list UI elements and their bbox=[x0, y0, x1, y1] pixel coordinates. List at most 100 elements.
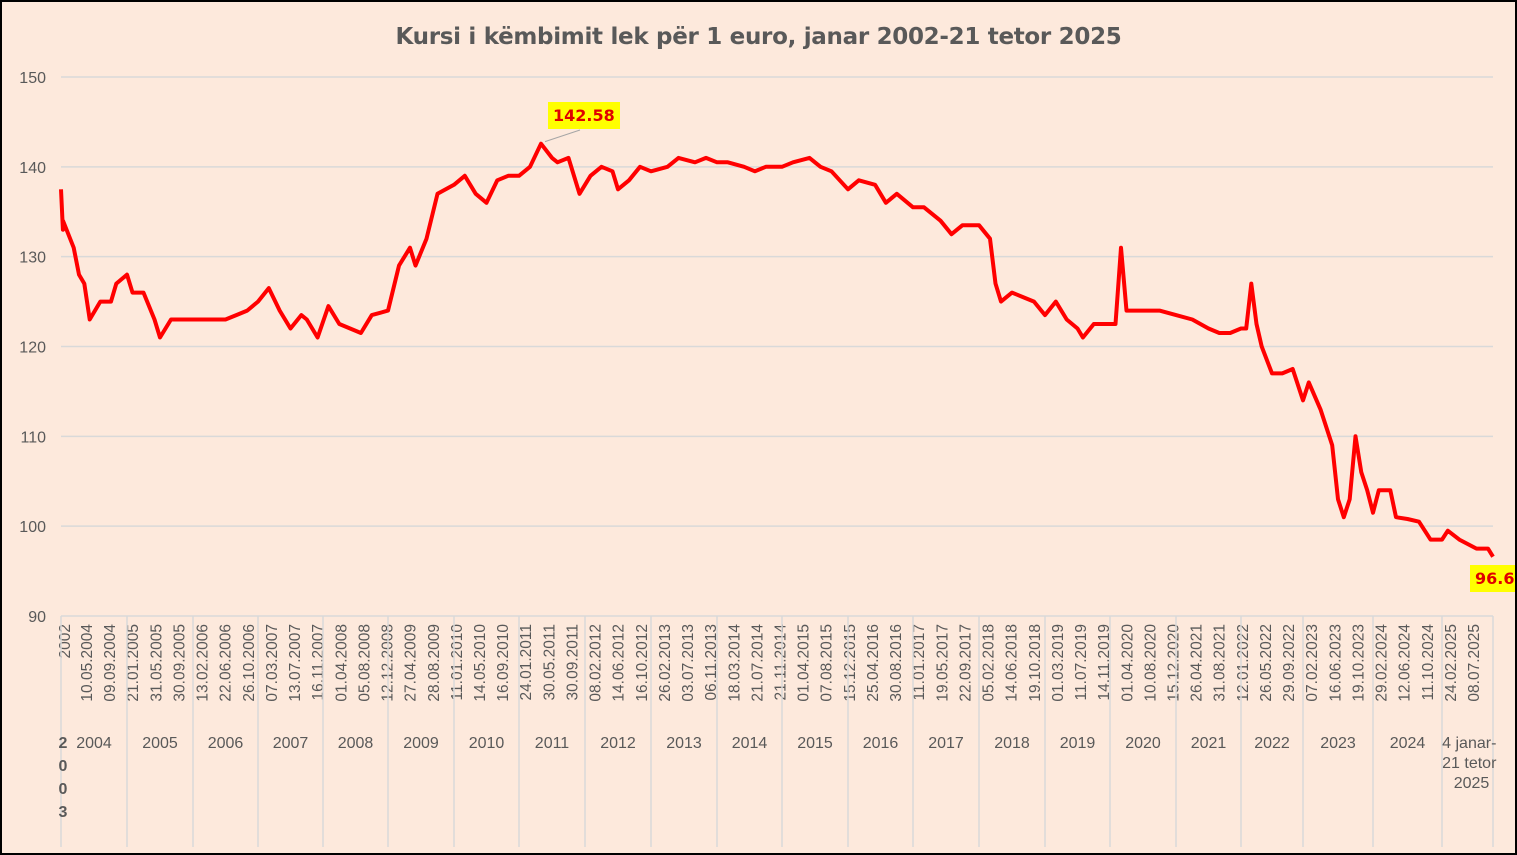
x-tick-label: 12.01.2022 bbox=[1235, 624, 1252, 702]
x-group-label: 2010 bbox=[469, 735, 505, 752]
x-group-label: 2013 bbox=[666, 735, 702, 752]
x-tick-label: 16.11.2007 bbox=[310, 624, 327, 700]
x-tick-label: 14.06.2018 bbox=[1004, 624, 1021, 702]
x-group-label: 2016 bbox=[863, 735, 899, 752]
x-tick-label: 30.09.2011 bbox=[564, 624, 581, 700]
x-tick-label: 01.04.2020 bbox=[1119, 624, 1136, 702]
x-group-label: 2 bbox=[59, 735, 68, 752]
x-tick-label: 10.05.2004 bbox=[79, 624, 96, 702]
x-group-label: 2018 bbox=[994, 735, 1030, 752]
x-tick-label: 14.11.2019 bbox=[1096, 624, 1113, 700]
x-tick-label: 10.08.2020 bbox=[1142, 624, 1159, 702]
x-tick-label: 30.08.2016 bbox=[888, 624, 905, 702]
x-group-label: 2021 bbox=[1191, 735, 1227, 752]
x-tick-label: 27.04.2009 bbox=[403, 624, 420, 702]
x-group-label: 4 janar- 21 tetor 2025 bbox=[1442, 735, 1501, 792]
x-tick-label: 26.04.2021 bbox=[1189, 624, 1206, 702]
x-tick-label: 31.05.2005 bbox=[148, 624, 165, 702]
x-tick-label: 16.09.2010 bbox=[495, 624, 512, 702]
x-tick-label: 16.10.2012 bbox=[634, 624, 651, 702]
x-group-label: 2022 bbox=[1254, 735, 1290, 752]
x-group-label: 2014 bbox=[732, 735, 768, 752]
x-tick-label: 13.07.2007 bbox=[287, 624, 304, 702]
x-tick-label: 21.01.2005 bbox=[125, 624, 142, 702]
x-tick-label: 06.11.2013 bbox=[703, 624, 720, 700]
peak-value-label: 142.58 bbox=[548, 102, 620, 129]
x-tick-label: 22.06.2006 bbox=[218, 624, 235, 702]
x-tick-label: 11.01.2010 bbox=[449, 624, 466, 701]
y-tick-label: 120 bbox=[19, 340, 46, 357]
x-tick-label: 01.03.2019 bbox=[1050, 624, 1067, 702]
x-group-label: 2011 bbox=[535, 735, 570, 752]
x-tick-label: 26.02.2013 bbox=[657, 624, 674, 702]
y-tick-label: 140 bbox=[19, 160, 46, 177]
x-group-label: 2017 bbox=[928, 735, 964, 752]
x-tick-label: 26.10.2006 bbox=[241, 624, 258, 702]
x-tick-label: 13.02.2006 bbox=[195, 624, 212, 702]
x-tick-label: 08.07.2025 bbox=[1466, 624, 1483, 702]
peak-leader-line bbox=[544, 129, 581, 143]
x-tick-label: 19.10.2023 bbox=[1350, 624, 1367, 702]
x-group-label: 2019 bbox=[1060, 735, 1096, 752]
x-tick-label: 29.02.2024 bbox=[1374, 624, 1391, 702]
latest-value-label: 96.6 bbox=[1470, 565, 1515, 592]
x-tick-label: 21.07.2014 bbox=[749, 624, 766, 702]
y-tick-label: 110 bbox=[20, 429, 46, 446]
x-group-label: 2023 bbox=[1320, 735, 1356, 752]
x-tick-label: 24.01.2011 bbox=[518, 624, 535, 700]
x-tick-label: 25.04.2016 bbox=[865, 624, 882, 702]
x-group-label: 0 bbox=[59, 758, 68, 775]
x-tick-label: 11.10.2024 bbox=[1420, 624, 1437, 701]
x-tick-label: 24.02.2025 bbox=[1443, 624, 1460, 702]
series-line bbox=[59, 141, 1495, 558]
x-group-label: 3 bbox=[59, 804, 68, 821]
x-tick-label: 07.08.2015 bbox=[819, 624, 836, 702]
chart-title: Kursi i këmbimit lek për 1 euro, janar 2… bbox=[395, 24, 1122, 50]
x-group-label: 2015 bbox=[797, 735, 833, 752]
x-tick-label: 19.05.2017 bbox=[934, 624, 951, 702]
x-tick-label: 03.07.2013 bbox=[680, 624, 697, 702]
y-axis-ticks: 90 100 110 120 130 140 150 bbox=[19, 70, 46, 626]
x-tick-label: 05.08.2008 bbox=[356, 624, 373, 702]
x-tick-label: 05.02.2018 bbox=[981, 624, 998, 702]
x-axis-ticks: 2002 10.05.2004 09.09.2004 21.01.2005 31.05.… bbox=[57, 624, 1483, 702]
x-tick-label: 14.05.2010 bbox=[472, 624, 489, 702]
x-tick-label: 07.02.2023 bbox=[1304, 624, 1321, 702]
x-tick-label: 18.03.2014 bbox=[726, 624, 743, 702]
x-tick-label: 15.12.2020 bbox=[1165, 624, 1182, 702]
y-tick-label: 100 bbox=[19, 519, 46, 536]
x-tick-label: 26.05.2022 bbox=[1258, 624, 1275, 702]
y-tick-label: 130 bbox=[19, 250, 46, 267]
x-group-label: 0 bbox=[59, 781, 68, 798]
x-group-label: 2006 bbox=[208, 735, 244, 752]
x-tick-label: 2002 bbox=[57, 624, 74, 658]
y-tick-label: 90 bbox=[28, 609, 46, 626]
x-axis-year-groups: 2 0 0 3 2004 2005 2006 2007 2008 2009 2010 2011 2012… bbox=[59, 616, 1501, 847]
x-tick-label: 01.04.2008 bbox=[333, 624, 350, 702]
x-tick-label: 08.02.2012 bbox=[588, 624, 605, 702]
x-group-label: 2024 bbox=[1390, 735, 1426, 752]
x-tick-label: 15.12.2015 bbox=[842, 624, 859, 702]
x-tick-label: 01.04.2015 bbox=[796, 624, 813, 702]
y-tick-label: 150 bbox=[19, 70, 46, 87]
x-tick-label: 12.06.2024 bbox=[1397, 624, 1414, 702]
x-tick-label: 28.08.2009 bbox=[426, 624, 443, 702]
x-tick-label: 21.11.2014 bbox=[773, 624, 790, 701]
x-tick-label: 16.06.2023 bbox=[1327, 624, 1344, 702]
x-group-label: 2009 bbox=[403, 735, 439, 752]
x-group-label: 2005 bbox=[142, 735, 178, 752]
x-tick-label: 14.06.2012 bbox=[611, 624, 628, 702]
x-tick-label: 30.09.2005 bbox=[171, 624, 188, 702]
x-group-label: 2008 bbox=[338, 735, 374, 752]
x-tick-label: 11.07.2019 bbox=[1073, 624, 1090, 700]
x-group-label: 2012 bbox=[600, 735, 636, 752]
x-tick-label: 19.10.2018 bbox=[1027, 624, 1044, 702]
x-tick-label: 31.08.2021 bbox=[1212, 624, 1229, 702]
x-group-label: 2004 bbox=[76, 735, 112, 752]
x-tick-label: 09.09.2004 bbox=[102, 624, 119, 702]
x-tick-label: 29.09.2022 bbox=[1281, 624, 1298, 702]
x-group-label: 2020 bbox=[1125, 735, 1161, 752]
x-tick-label: 11.01.2017 bbox=[911, 624, 928, 700]
